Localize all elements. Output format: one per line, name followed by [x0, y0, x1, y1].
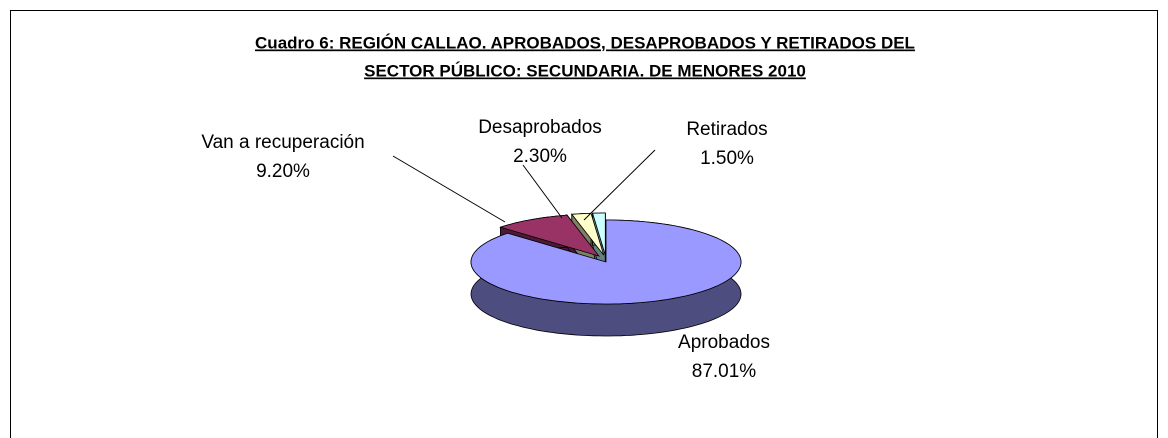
leader-line — [522, 164, 563, 219]
slice — [499, 214, 600, 257]
slice-value-label: 1.50% — [700, 148, 754, 169]
leader-line — [583, 149, 656, 221]
slice — [592, 212, 606, 256]
chart-title: SECTOR PÚBLICO: SECUNDARIA. DE MENORES 2… — [364, 61, 806, 80]
slice-value-label: 9.20% — [256, 161, 310, 182]
slice-label: Desaprobados — [478, 117, 602, 138]
chart-title: Cuadro 6: REGIÓN CALLAO. APROBADOS, DESA… — [255, 33, 915, 52]
leader-line — [392, 155, 506, 223]
slice-value-label: 87.01% — [692, 361, 757, 382]
slice-value-label: 2.30% — [513, 146, 567, 167]
slice-label: Van a recuperación — [201, 132, 364, 153]
slice-label: Retirados — [686, 119, 767, 140]
slice — [470, 219, 742, 305]
slice-label: Aprobados — [678, 332, 770, 353]
